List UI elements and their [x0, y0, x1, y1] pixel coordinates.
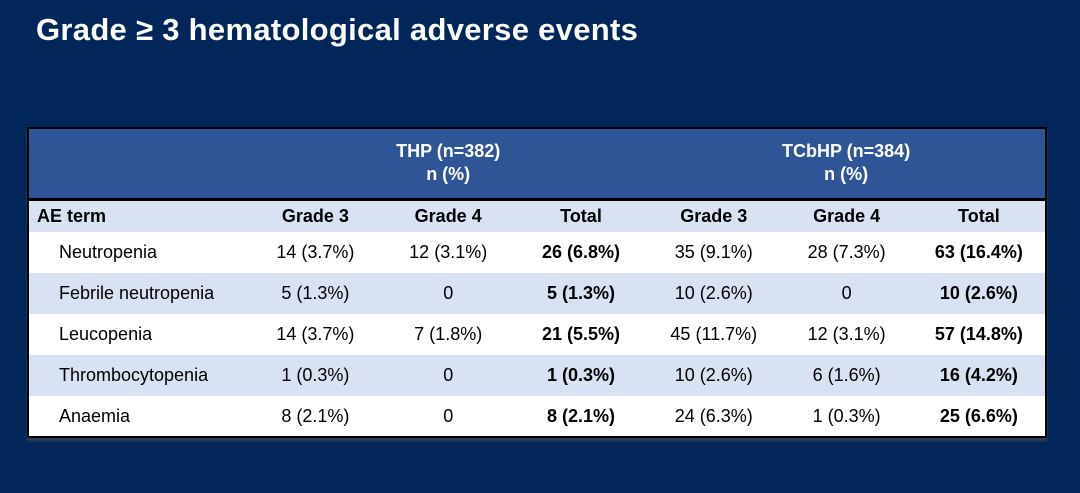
column-header-tcbhp-grade4: Grade 4: [780, 199, 913, 232]
group-header-thp: THP (n=382) n (%): [249, 127, 648, 201]
tcbhp-total-cell: 10 (2.6%): [939, 283, 1018, 303]
column-header-ae-term: AE term: [28, 199, 249, 232]
column-header-tcbhp-grade3: Grade 3: [647, 199, 781, 232]
thp-total-cell: 8 (2.1%): [514, 396, 648, 438]
tcbhp-grade4-cell: 28 (7.3%): [807, 242, 886, 262]
thp-grade3-cell: 14 (3.7%): [276, 324, 355, 344]
thp-grade3-cell: 14 (3.7%): [276, 242, 355, 262]
thp-grade3-cell: 1 (0.3%): [281, 365, 350, 385]
group-header-tcbhp: TCbHP (n=384) n (%): [647, 127, 1046, 201]
treatment-group-header-row: THP (n=382) n (%) TCbHP (n=384) n (%): [28, 127, 1046, 201]
slide-title: Grade ≥ 3 hematological adverse events: [36, 12, 639, 47]
table-row-anaemia: Anaemia 8 (2.1%) 0 8 (2.1%) 24 (6.3%) 1 …: [28, 396, 1046, 438]
ae-term-cell: Neutropenia: [59, 242, 158, 262]
table-row-febrile-neutropenia: Febrile neutropenia 5 (1.3%) 0 5 (1.3%) …: [28, 273, 1046, 314]
tcbhp-grade3-cell: 24 (6.3%): [647, 396, 781, 438]
ae-term-cell: Thrombocytopenia: [59, 365, 209, 385]
tcbhp-grade4-cell: 12 (3.1%): [807, 324, 886, 344]
column-header-thp-grade3: Grade 3: [249, 199, 382, 232]
thp-grade4-cell: 0: [443, 365, 454, 385]
thp-total-cell: 21 (5.5%): [541, 324, 621, 344]
tcbhp-grade4-cell: 6 (1.6%): [812, 365, 881, 385]
group-header-thp-unit: n (%): [426, 164, 471, 185]
thp-grade3-cell: 5 (1.3%): [281, 283, 350, 303]
ae-term-cell: Febrile neutropenia: [59, 283, 215, 303]
thp-grade4-cell: 0: [381, 396, 515, 438]
ae-term-cell: Anaemia: [28, 396, 249, 438]
group-header-thp-name: THP (n=382): [396, 141, 501, 162]
tcbhp-grade3-cell: 10 (2.6%): [674, 283, 753, 303]
table-row-neutropenia: Neutropenia 14 (3.7%) 12 (3.1%) 26 (6.8%…: [28, 232, 1046, 273]
tcbhp-grade4-cell: 1 (0.3%): [780, 396, 913, 438]
column-header-tcbhp-total: Total: [912, 199, 1046, 232]
tcbhp-total-cell: 16 (4.2%): [939, 365, 1018, 385]
group-header-tcbhp-unit: n (%): [824, 164, 869, 185]
tcbhp-grade3-cell: 45 (11.7%): [670, 324, 758, 344]
thp-total-cell: 26 (6.8%): [541, 242, 621, 262]
table-row-leucopenia: Leucopenia 14 (3.7%) 7 (1.8%) 21 (5.5%) …: [28, 314, 1046, 355]
group-header-tcbhp-name: TCbHP (n=384): [781, 141, 911, 162]
column-header-thp-grade4: Grade 4: [381, 199, 515, 232]
column-header-thp-total: Total: [514, 199, 648, 232]
thp-total-cell: 1 (0.3%): [546, 365, 615, 385]
thp-grade3-cell: 8 (2.1%): [249, 396, 382, 438]
tcbhp-grade3-cell: 35 (9.1%): [674, 242, 753, 262]
thp-grade4-cell: 7 (1.8%): [414, 324, 483, 344]
tcbhp-total-cell: 25 (6.6%): [912, 396, 1046, 438]
adverse-events-table: THP (n=382) n (%) TCbHP (n=384) n (%) AE…: [27, 127, 1047, 438]
thp-grade4-cell: 12 (3.1%): [409, 242, 488, 262]
table-row-thrombocytopenia: Thrombocytopenia 1 (0.3%) 0 1 (0.3%) 10 …: [28, 355, 1046, 396]
thp-grade4-cell: 0: [443, 283, 454, 303]
tcbhp-grade4-cell: 0: [841, 283, 852, 303]
ae-term-cell: Leucopenia: [59, 324, 153, 344]
thp-total-cell: 5 (1.3%): [546, 283, 615, 303]
corner-cell: [28, 127, 249, 201]
tcbhp-total-cell: 63 (16.4%): [934, 242, 1023, 262]
column-header-row: AE term Grade 3 Grade 4 Total Grade 3 Gr…: [28, 199, 1046, 232]
tcbhp-grade3-cell: 10 (2.6%): [674, 365, 753, 385]
tcbhp-total-cell: 57 (14.8%): [934, 324, 1023, 344]
